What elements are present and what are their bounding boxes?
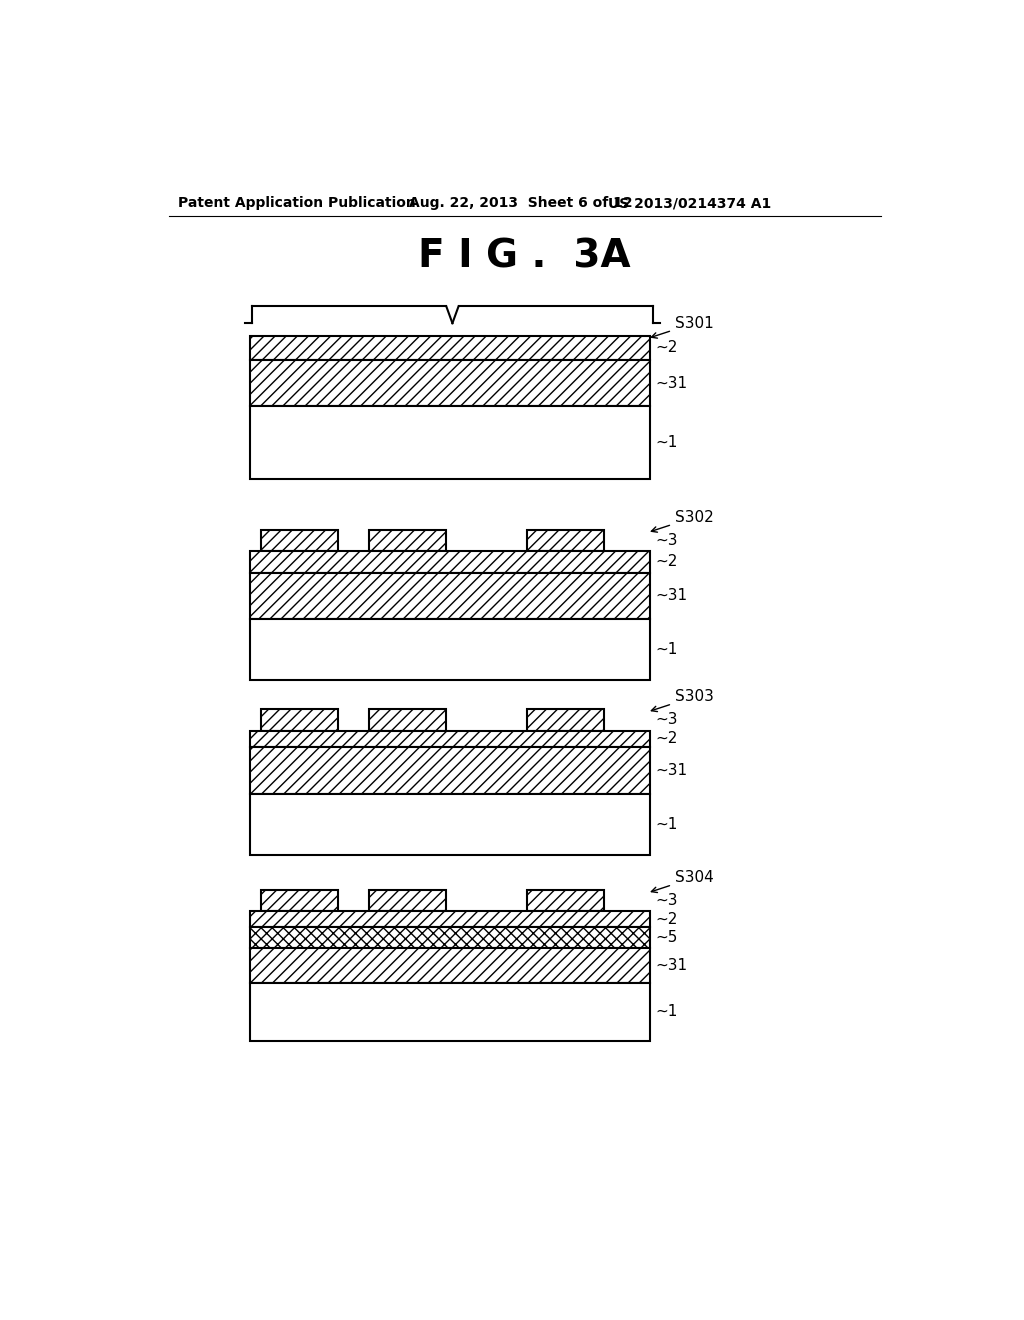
Text: ~2: ~2 [655,554,678,569]
Bar [250,335,650,360]
Bar [250,747,650,793]
Text: ~1: ~1 [655,642,678,657]
Bar [250,911,650,927]
Text: ~2: ~2 [655,912,678,927]
Bar [250,927,650,949]
Text: ~2: ~2 [655,341,678,355]
Bar [370,709,446,730]
Text: ~5: ~5 [655,931,678,945]
Bar [250,407,650,479]
Text: ~2: ~2 [655,731,678,747]
Text: ~31: ~31 [655,376,688,391]
Text: Patent Application Publication: Patent Application Publication [178,197,416,210]
Bar [250,619,650,681]
Text: S303: S303 [651,689,714,711]
Text: S304: S304 [651,870,714,892]
Text: ~1: ~1 [655,1005,678,1019]
Text: ~1: ~1 [655,436,678,450]
Bar [250,360,650,407]
Text: ~31: ~31 [655,958,688,973]
Bar [370,890,446,911]
Bar [250,983,650,1040]
Text: S301: S301 [651,315,714,338]
Bar [527,890,604,911]
Text: US 2013/0214374 A1: US 2013/0214374 A1 [608,197,771,210]
Bar [250,573,650,619]
Bar [261,529,339,552]
Text: Aug. 22, 2013  Sheet 6 of 12: Aug. 22, 2013 Sheet 6 of 12 [410,197,633,210]
Bar [261,890,339,911]
Text: ~3: ~3 [655,894,678,908]
Text: ~1: ~1 [655,817,678,832]
Bar [250,949,650,983]
Text: ~3: ~3 [655,533,678,548]
Bar [370,529,446,552]
Text: F I G .  3A: F I G . 3A [419,238,631,276]
Bar [250,793,650,855]
Bar [527,529,604,552]
Text: ~31: ~31 [655,763,688,777]
Text: ~3: ~3 [655,713,678,727]
Bar [527,709,604,730]
Text: ~31: ~31 [655,589,688,603]
Bar [250,730,650,747]
Text: S302: S302 [651,510,714,532]
Bar [250,552,650,573]
Bar [261,709,339,730]
